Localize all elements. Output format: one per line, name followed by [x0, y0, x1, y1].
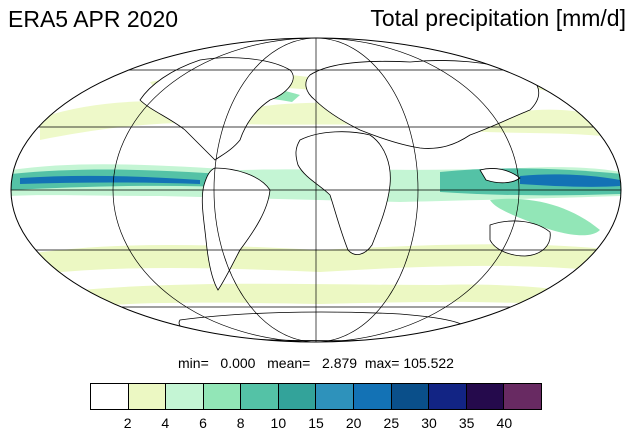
- colorbar-swatch: [128, 384, 167, 409]
- max-label: max=: [364, 355, 400, 371]
- globe-outline: [10, 37, 622, 343]
- colorbar-tick-label: 20: [345, 415, 362, 431]
- colorbar-swatch: [429, 384, 467, 409]
- statistics-line: min= 0.000 mean= 2.879 max= 105.522: [0, 355, 632, 371]
- colorbar-swatch: [354, 384, 392, 409]
- colorbar: [90, 383, 542, 410]
- map-title-right: Total precipitation [mm/d]: [370, 5, 626, 31]
- colorbar-swatch: [504, 384, 541, 409]
- colorbar-ticks: 2 4 6 8 10 15 20 25 30 35 40: [90, 415, 542, 435]
- itcz-east-pacific-max: [20, 175, 200, 184]
- colorbar-tick-label: 40: [496, 415, 513, 431]
- graticule: [11, 38, 621, 342]
- eurasia: [305, 60, 540, 149]
- sh-storm-track: [20, 244, 615, 276]
- colorbar-tick-label: 10: [270, 415, 287, 431]
- colorbar-tick-label: 4: [161, 415, 170, 431]
- min-label: min=: [178, 355, 209, 371]
- colorbar-swatch: [241, 384, 279, 409]
- colorbar-swatch: [316, 384, 355, 409]
- colorbar-tick-label: 35: [458, 415, 475, 431]
- antarctica: [178, 311, 467, 342]
- precipitation-map: [10, 37, 622, 343]
- map-title-left: ERA5 APR 2020: [8, 6, 179, 32]
- coastlines: [139, 57, 551, 342]
- africa: [295, 131, 391, 255]
- colorbar-tick-label: 8: [236, 415, 245, 431]
- min-value: 0.000: [220, 355, 256, 371]
- colorbar-tick-label: 6: [199, 415, 207, 431]
- meridian-line: [213, 38, 419, 342]
- maritime-continent: [479, 168, 521, 184]
- itcz-maximum: [520, 174, 620, 187]
- colorbar-swatch: [278, 384, 317, 409]
- max-value: 105.522: [403, 355, 454, 371]
- colorbar-swatch: [466, 384, 505, 409]
- colorbar-swatch: [203, 384, 242, 409]
- meridian-line: [112, 38, 520, 342]
- colorbar-tick-label: 15: [308, 415, 324, 431]
- colorbar-swatch: [166, 384, 204, 409]
- colorbar-tick-label: 30: [421, 415, 437, 431]
- colorbar-swatch: [391, 384, 430, 409]
- mean-value: 2.879: [322, 355, 358, 371]
- mean-label: mean=: [267, 355, 311, 371]
- colorbar-swatch: [91, 384, 129, 409]
- colorbar-tick-label: 25: [383, 415, 400, 431]
- colorbar-tick-label: 2: [123, 415, 132, 431]
